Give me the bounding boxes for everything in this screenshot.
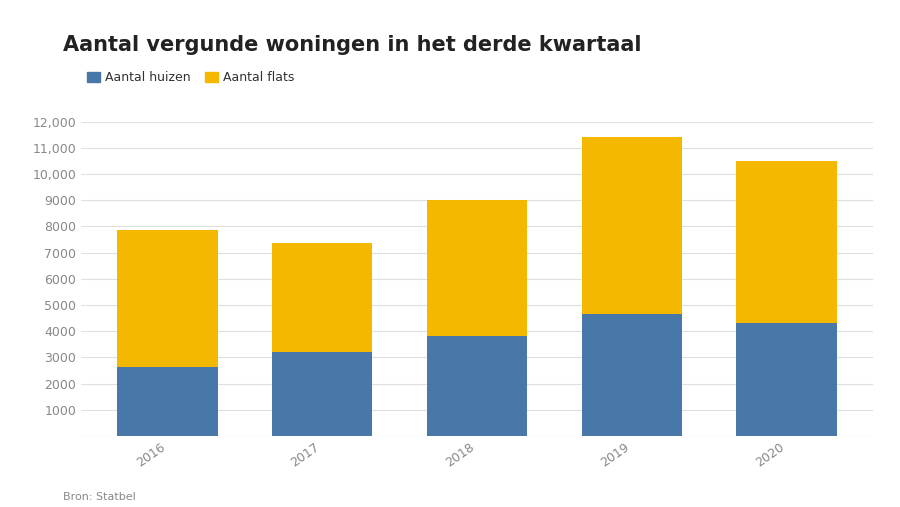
Bar <box>581 137 682 314</box>
Bar <box>736 161 837 323</box>
Bar <box>272 243 373 352</box>
Text: Bron: Statbel: Bron: Statbel <box>63 492 136 502</box>
Bar <box>427 337 527 436</box>
Text: Aantal vergunde woningen in het derde kwartaal: Aantal vergunde woningen in het derde kw… <box>63 35 642 55</box>
Legend: Aantal huizen, Aantal flats: Aantal huizen, Aantal flats <box>87 71 294 84</box>
Bar <box>272 352 373 436</box>
Bar <box>581 314 682 436</box>
Bar <box>117 230 218 367</box>
Bar <box>117 367 218 436</box>
Bar <box>427 200 527 337</box>
Bar <box>736 323 837 436</box>
